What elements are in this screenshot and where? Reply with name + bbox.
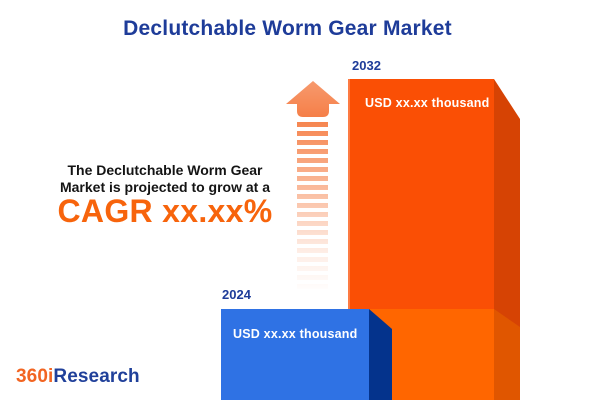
brand-logo-part-research: Research	[53, 366, 140, 387]
bar-2024-front-face	[221, 309, 369, 400]
bar-label-2024: 2024	[222, 287, 251, 302]
growth-arrow-fade-overlay	[295, 121, 330, 294]
bar-label-2032: 2032	[352, 58, 381, 73]
page-title: Declutchable Worm Gear Market	[123, 17, 452, 40]
growth-description: The Declutchable Worm Gear Market is pro…	[25, 162, 305, 229]
cagr-value: CAGR xx.xx%	[57, 193, 273, 229]
brand-logo: 360iResearch	[16, 366, 140, 388]
bar-2024-side-face	[369, 309, 392, 400]
bar-2032-base-segment-side	[494, 309, 520, 400]
bar-value-2024: USD xx.xx thousand	[233, 327, 358, 341]
growth-arrow-icon	[286, 81, 340, 117]
description-line-2: Market is projected to grow at a	[59, 179, 271, 195]
bar-value-2032: USD xx.xx thousand	[365, 96, 490, 110]
brand-logo-part-360i: 360i	[16, 366, 54, 387]
description-line-1: The Declutchable Worm Gear	[67, 162, 263, 178]
